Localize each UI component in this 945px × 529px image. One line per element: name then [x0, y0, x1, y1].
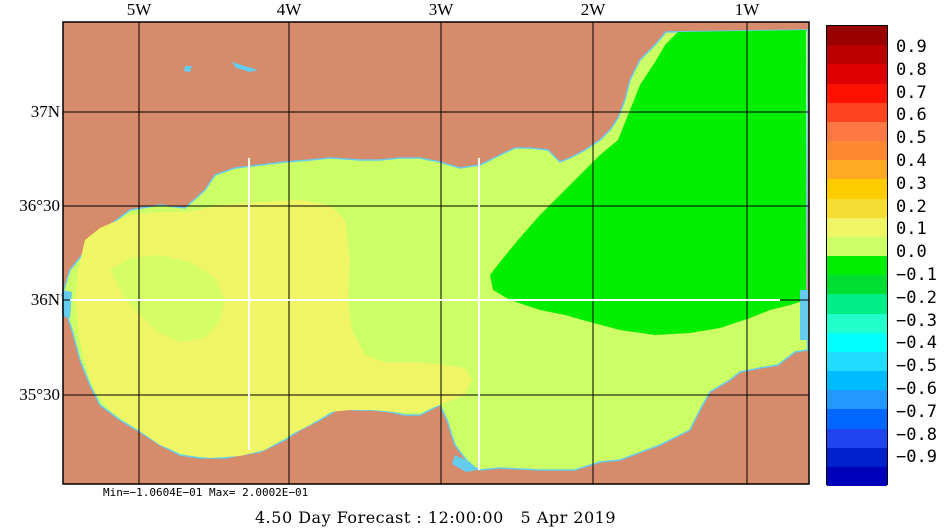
- west-coast-water: [62, 290, 72, 318]
- colorbar-tick-label: 0.9: [896, 37, 927, 57]
- lat-label-36n: 36N: [30, 290, 60, 309]
- colorbar-tick-label: −0.5: [896, 356, 937, 377]
- colorbar-tick-label: −0.2: [896, 287, 937, 308]
- lat-label-36-30: 36°30: [19, 196, 60, 215]
- colorbar-swatch: [827, 294, 887, 314]
- river-spot: [232, 62, 258, 72]
- colorbar-swatch: [827, 447, 887, 468]
- colorbar-swatch: [827, 217, 887, 238]
- colorbar-swatch: [827, 371, 887, 391]
- colorbar-tick-label: −0.4: [896, 333, 937, 354]
- forecast-timestamp: 4.50 Day Forecast : 12:00:00 5 Apr 2019: [255, 508, 617, 527]
- colorbar-tick-label: 0.0: [896, 242, 927, 263]
- colorbar-swatch: [827, 83, 887, 104]
- lat-label-35-30: 35°30: [19, 385, 60, 404]
- colorbar-swatch: [827, 428, 887, 449]
- colorbar-tick-label: 0.8: [896, 59, 927, 80]
- green-region: [490, 30, 806, 335]
- colorbar-swatch: [827, 390, 887, 410]
- colorbar-swatch: [827, 256, 887, 276]
- river-spot-2: [184, 66, 192, 72]
- colorbar-swatch: [827, 121, 887, 142]
- colorbar-swatch: [827, 45, 887, 65]
- colorbar-tick-label: −0.8: [896, 424, 937, 445]
- colorbar: [826, 25, 888, 487]
- colorbar-tick-label: 0.4: [896, 151, 927, 171]
- colorbar-tick-label: 0.1: [896, 219, 927, 240]
- colorbar-swatch: [827, 236, 887, 257]
- colorbar-swatch: [827, 332, 887, 353]
- colorbar-tick-label: −0.9: [896, 447, 937, 468]
- colorbar-swatch: [827, 466, 887, 487]
- colorbar-swatch: [827, 179, 887, 199]
- lon-label-4w: 4W: [276, 0, 302, 19]
- colorbar-swatch: [827, 275, 887, 295]
- colorbar-tick-label: 0.7: [896, 82, 927, 103]
- lat-label-37n: 37N: [30, 102, 60, 121]
- lagoon: [452, 455, 478, 472]
- colorbar-swatch: [827, 409, 887, 429]
- colorbar-swatch: [827, 351, 887, 372]
- colorbar-tick-label: −0.7: [896, 401, 937, 422]
- colorbar-tick-label: −0.3: [896, 310, 937, 331]
- lon-label-5w: 5W: [126, 0, 152, 19]
- east-coast-water: [800, 290, 808, 340]
- colorbar-tick-label: 0.5: [896, 128, 927, 149]
- colorbar-tick-label: −0.1: [896, 265, 937, 285]
- colorbar-swatch: [827, 313, 887, 334]
- colorbar-swatch: [827, 198, 887, 219]
- colorbar-swatch: [827, 160, 887, 180]
- min-max-stats: Min=−1.0604E−01 Max= 2.0002E−01: [103, 486, 309, 499]
- colorbar-swatch: [827, 102, 887, 123]
- colorbar-tick-label: 0.2: [896, 196, 927, 217]
- colorbar-swatch: [827, 141, 887, 161]
- lon-label-3w: 3W: [428, 0, 454, 19]
- lon-label-1w: 1W: [734, 0, 760, 19]
- section-lines: [70, 158, 780, 470]
- map-frame: [62, 21, 810, 485]
- colorbar-tick-label: 0.3: [896, 173, 927, 194]
- colorbar-tick-label: −0.6: [896, 379, 937, 399]
- lon-label-2w: 2W: [580, 0, 606, 19]
- colorbar-swatch: [827, 26, 887, 46]
- colorbar-swatch: [827, 64, 887, 84]
- colorbar-tick-label: 0.6: [896, 105, 927, 126]
